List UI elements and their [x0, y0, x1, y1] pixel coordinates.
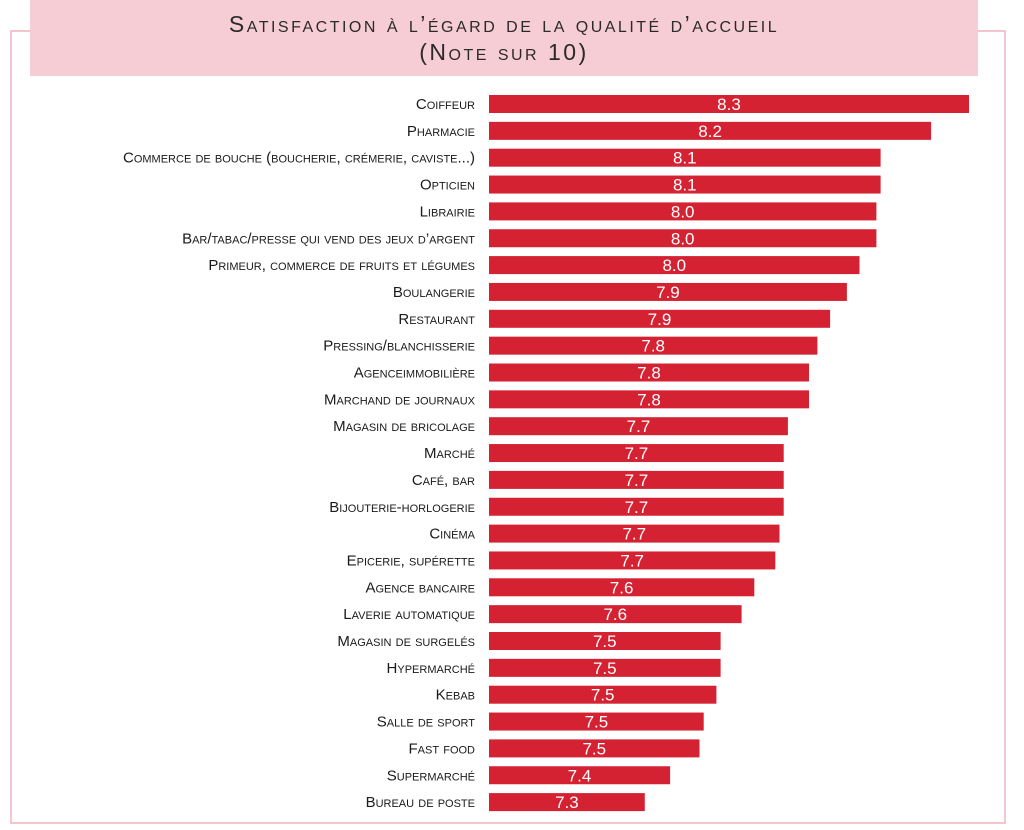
category-label: Magasin de bricolage [333, 418, 475, 435]
bar [489, 578, 755, 597]
category-label: Café, bar [412, 472, 475, 489]
value-label: 7.9 [656, 283, 680, 302]
bar [489, 309, 831, 328]
category-label: Magasin de surgelés [337, 633, 475, 650]
value-label: 8.3 [717, 95, 741, 114]
category-label: Kebab [436, 687, 475, 704]
category-label: Librairie [420, 203, 475, 220]
bar [489, 712, 704, 731]
value-label: 7.7 [622, 525, 646, 544]
bar [489, 175, 881, 194]
bar [489, 444, 784, 463]
bar [489, 524, 780, 543]
category-label: Pharmacie [407, 123, 475, 140]
bar [489, 793, 645, 812]
chart-subtitle: (Note sur 10) [419, 39, 589, 65]
category-label: Bijouterie-horlogerie [329, 499, 475, 516]
bar [489, 685, 717, 704]
bar [489, 470, 784, 489]
category-label: Fast food [409, 740, 476, 757]
category-label: Opticien [420, 177, 475, 194]
category-label: Laverie automatique [343, 606, 475, 623]
value-label: 7.7 [627, 417, 651, 436]
chart-title: Satisfaction à l’égard de la qualité d’a… [228, 11, 780, 37]
category-label: Bureau de poste [366, 794, 475, 811]
value-label: 7.9 [648, 310, 672, 329]
category-label: Supermarché [387, 767, 475, 784]
value-label: 7.3 [555, 793, 579, 812]
bar [489, 336, 818, 355]
category-label: Bar/tabac/presse qui vend des jeux d’arg… [182, 230, 475, 247]
bar [489, 363, 809, 382]
value-label: 7.8 [637, 364, 661, 383]
bar [489, 632, 721, 650]
value-label: 7.6 [610, 578, 634, 597]
category-label: Pressing/blanchisserie [323, 338, 475, 355]
category-label: Agence bancaire [365, 579, 475, 596]
value-label: 7.7 [625, 444, 649, 463]
value-label: 7.5 [582, 739, 606, 758]
bar [489, 95, 969, 113]
bar [489, 658, 721, 677]
value-label: 8.1 [673, 176, 697, 195]
category-label: Cinéma [429, 526, 475, 543]
bar [489, 766, 671, 785]
category-label: Marchand de journaux [324, 391, 476, 408]
value-label: 7.8 [637, 390, 661, 409]
value-label: 8.0 [671, 202, 695, 221]
value-label: 8.0 [671, 229, 695, 248]
value-label: 7.5 [591, 686, 615, 705]
bar [489, 551, 776, 570]
value-label: 7.5 [585, 713, 609, 732]
bar [489, 497, 784, 516]
category-label: Agenceimmobilière [354, 365, 475, 382]
value-label: 8.2 [698, 122, 722, 141]
category-label: Hypermarché [387, 660, 475, 677]
value-label: 7.7 [625, 498, 649, 517]
value-label: 7.5 [593, 632, 617, 651]
value-label: 7.7 [620, 551, 644, 570]
category-label: Boulangerie [393, 284, 475, 301]
bar [489, 148, 881, 167]
value-label: 7.8 [641, 337, 665, 356]
value-label: 7.4 [568, 766, 592, 785]
bar [489, 417, 788, 436]
value-label: 8.1 [673, 149, 697, 168]
category-label: Commerce de bouche (boucherie, crémerie,… [123, 150, 475, 167]
bar [489, 605, 742, 624]
value-label: 8.0 [662, 256, 686, 275]
bar [489, 256, 860, 275]
chart-title-box: Satisfaction à l’égard de la qualité d’a… [30, 0, 978, 76]
category-label: Salle de sport [377, 714, 476, 731]
category-label: Epicerie, supérette [347, 552, 475, 569]
bar [489, 202, 877, 221]
value-label: 7.5 [593, 659, 617, 678]
category-label: Marché [424, 445, 475, 462]
bar [489, 390, 809, 409]
value-label: 7.7 [625, 471, 649, 490]
bar [489, 229, 877, 248]
category-label: Restaurant [398, 311, 475, 328]
category-label: Coiffeur [416, 96, 475, 113]
bar [489, 739, 700, 758]
bar [489, 282, 847, 301]
bar [489, 121, 932, 140]
value-label: 7.6 [603, 605, 627, 624]
category-label: Primeur, commerce de fruits et légumes [208, 257, 475, 274]
